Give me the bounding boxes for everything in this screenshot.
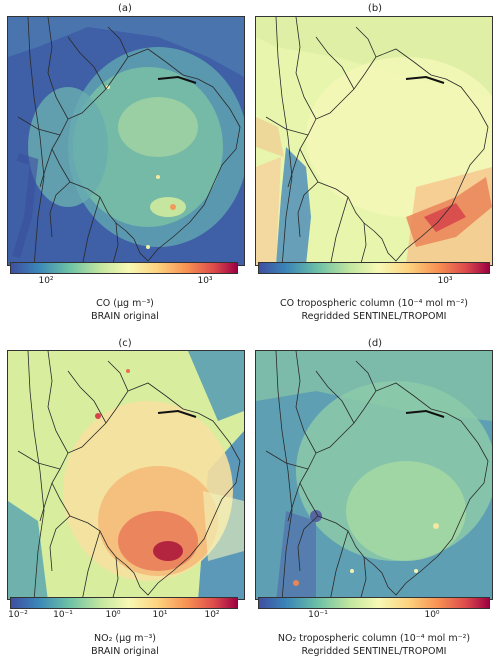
co-brain-map [7,16,245,266]
tick-c-3: 10⁰ [105,610,121,620]
tick-a-1: 10² [38,276,54,286]
panel-label-a: (a) [118,3,132,14]
colorbar-a [10,262,238,274]
caption-c-unit: NO₂ (μg m⁻³) [94,633,156,644]
caption-b-unit: CO tropospheric column (10⁻⁴ mol m⁻²) [280,298,468,309]
colorbar-c [10,597,238,609]
tick-a-2: 10³ [197,276,213,286]
tick-b-1: 10³ [437,276,453,286]
caption-c-source: BRAIN original [91,646,159,657]
panel-label-d: (d) [367,338,383,349]
panel-label-c: (c) [118,338,132,349]
tick-d-2: 10⁰ [424,610,440,620]
tick-c-1: 10⁻² [8,610,28,620]
caption-d-unit: NO₂ tropospheric column (10⁻⁴ mol m⁻²) [277,633,471,644]
colorbar-d [258,597,490,609]
tick-c-5: 10² [204,610,220,620]
co-tropomi-map [255,16,493,266]
caption-a-unit: CO (μg m⁻³) [96,298,154,309]
no2-tropomi-map [255,350,493,600]
caption-d-source: Regridded SENTINEL/TROPOMI [301,646,447,657]
panel-label-b: (b) [367,3,383,14]
caption-a-source: BRAIN original [91,311,159,322]
tick-d-1: 10⁻¹ [308,610,328,620]
tick-c-4: 10¹ [152,610,168,620]
no2-brain-map [7,350,245,600]
caption-b-source: Regridded SENTINEL/TROPOMI [301,311,447,322]
colorbar-b [258,262,490,274]
tick-c-2: 10⁻¹ [53,610,73,620]
